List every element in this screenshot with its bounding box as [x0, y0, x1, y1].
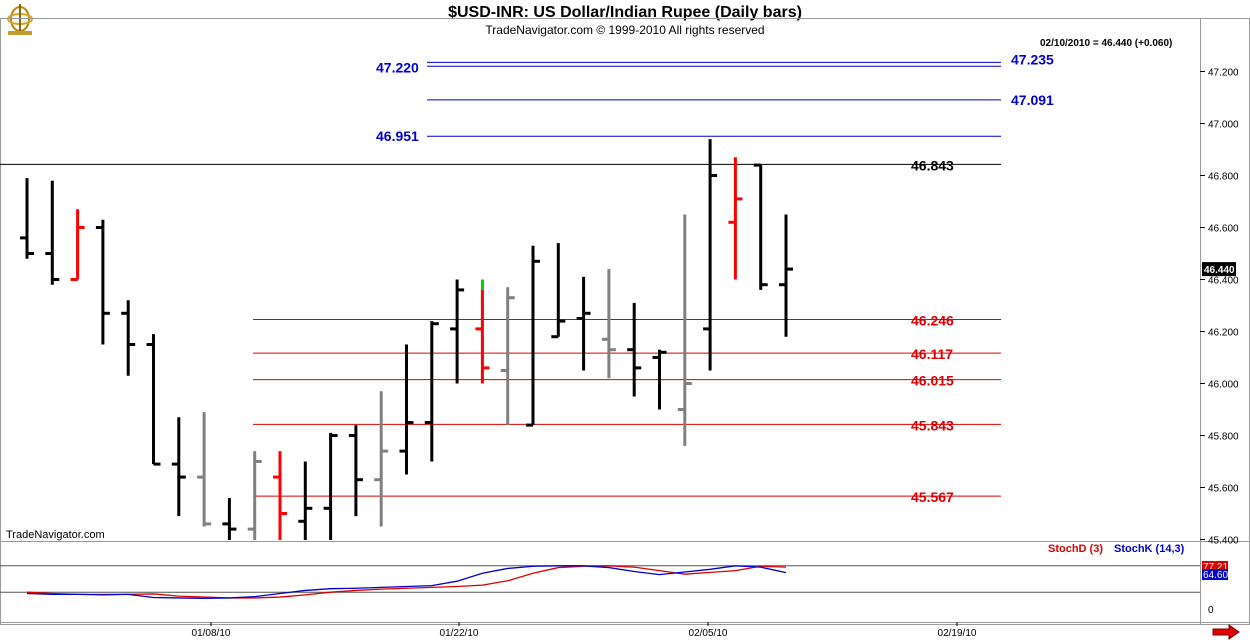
- oscillator-last-tag: [1202, 569, 1228, 580]
- level-label: 46.117: [911, 346, 953, 362]
- price-tick-label: 46.800: [1208, 172, 1239, 183]
- watermark-label: TradeNavigator.com: [6, 529, 105, 541]
- price-tick-label: 46.600: [1208, 224, 1239, 235]
- price-tick-label: 47.000: [1208, 120, 1239, 131]
- oscillator-last-tag: [1202, 561, 1228, 572]
- time-tick-label: 01/08/10: [192, 628, 231, 639]
- level-label: 45.567: [911, 489, 954, 505]
- price-tick-label: 46.200: [1208, 328, 1239, 339]
- price-tick-label: 45.800: [1208, 432, 1239, 443]
- chart-frame: [0, 18, 1250, 625]
- chart-title: $USD-INR: US Dollar/Indian Rupee (Daily …: [448, 4, 802, 21]
- time-tick-label: 02/19/10: [938, 628, 977, 639]
- level-label: 46.015: [911, 373, 954, 389]
- level-label: 45.843: [911, 417, 954, 433]
- time-tick-label: 01/22/10: [440, 628, 479, 639]
- price-tick-label: 46.400: [1208, 276, 1239, 287]
- last-price-tag: [1202, 262, 1236, 277]
- price-tick-label: 47.200: [1208, 68, 1239, 79]
- level-label: 46.951: [376, 128, 419, 144]
- legend-stochk: StochK (14,3): [1114, 543, 1185, 555]
- level-label: 46.843: [911, 157, 954, 173]
- price-tick-label: 45.600: [1208, 484, 1239, 495]
- last-price-tag-label: 46.440: [1204, 265, 1235, 276]
- time-tick-label: 02/05/10: [689, 628, 728, 639]
- arrow-right-icon[interactable]: [1211, 624, 1241, 640]
- level-label: 46.246: [911, 313, 954, 329]
- copyright-subtitle: TradeNavigator.com © 1999-2010 All right…: [485, 23, 765, 37]
- last-price-readout: 02/10/2010 = 46.440 (+0.060): [1040, 38, 1173, 49]
- oscillator-series-line: [26, 565, 787, 599]
- oscillator-series-line: [26, 565, 787, 600]
- legend-stochd: StochD (3): [1048, 543, 1103, 555]
- price-tick-label: 45.400: [1208, 536, 1239, 547]
- oscillator-last-tag-label: 64.60: [1203, 570, 1228, 581]
- level-label: 47.091: [1011, 92, 1054, 108]
- oscillator-last-tag-label: 77.21: [1203, 562, 1228, 573]
- price-tick-label: 46.000: [1208, 380, 1239, 391]
- oscillator-tick-label: 0: [1208, 605, 1214, 616]
- level-label: 47.220: [376, 59, 419, 75]
- level-label: 47.235: [1011, 51, 1054, 67]
